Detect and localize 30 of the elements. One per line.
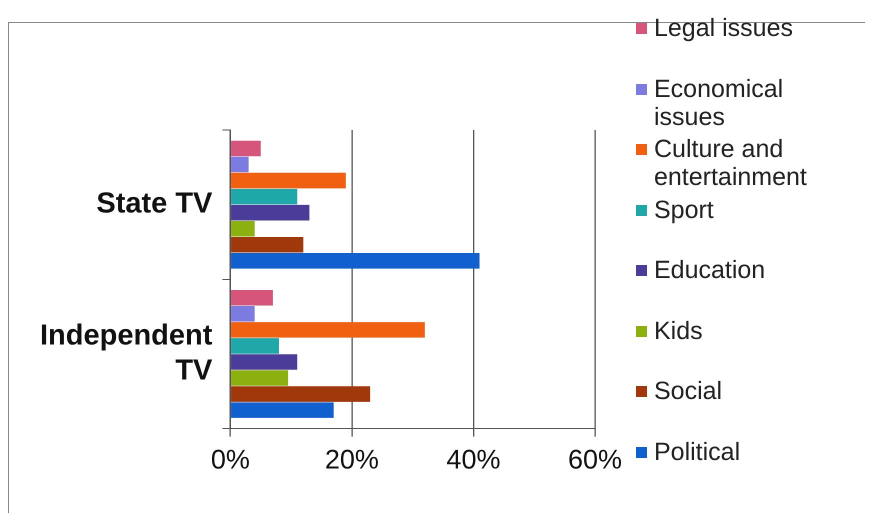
bar bbox=[231, 290, 273, 306]
legend-label: Economical issues bbox=[654, 74, 784, 130]
bar bbox=[231, 306, 255, 322]
bar bbox=[231, 156, 249, 172]
legend-label: Sport bbox=[654, 196, 714, 224]
bar bbox=[231, 140, 261, 156]
bar bbox=[231, 204, 310, 220]
x-tick-label: 40% bbox=[446, 444, 500, 474]
legend-label: Culture and entertainment bbox=[654, 135, 808, 191]
y-tick-label: Independent TV bbox=[40, 320, 214, 386]
x-tick-label: 0% bbox=[210, 444, 250, 474]
bar bbox=[231, 188, 298, 204]
legend-label: Political bbox=[654, 438, 740, 466]
x-tick-label: 20% bbox=[324, 444, 379, 474]
bar bbox=[231, 354, 298, 370]
legend-label: Kids bbox=[654, 316, 703, 344]
y-tick-label: State TV bbox=[96, 188, 214, 220]
bar bbox=[231, 386, 370, 402]
legend-label: Legal issues bbox=[654, 14, 793, 42]
x-tick-label: 60% bbox=[568, 444, 622, 474]
legend-label: Social bbox=[654, 377, 722, 405]
bar bbox=[231, 172, 346, 188]
bar bbox=[231, 236, 304, 253]
bar bbox=[231, 338, 279, 354]
legend-label: Education bbox=[654, 256, 766, 284]
bar bbox=[231, 402, 334, 418]
bar bbox=[231, 322, 425, 338]
bar bbox=[231, 370, 288, 386]
bar bbox=[231, 220, 255, 237]
bar bbox=[231, 253, 480, 269]
